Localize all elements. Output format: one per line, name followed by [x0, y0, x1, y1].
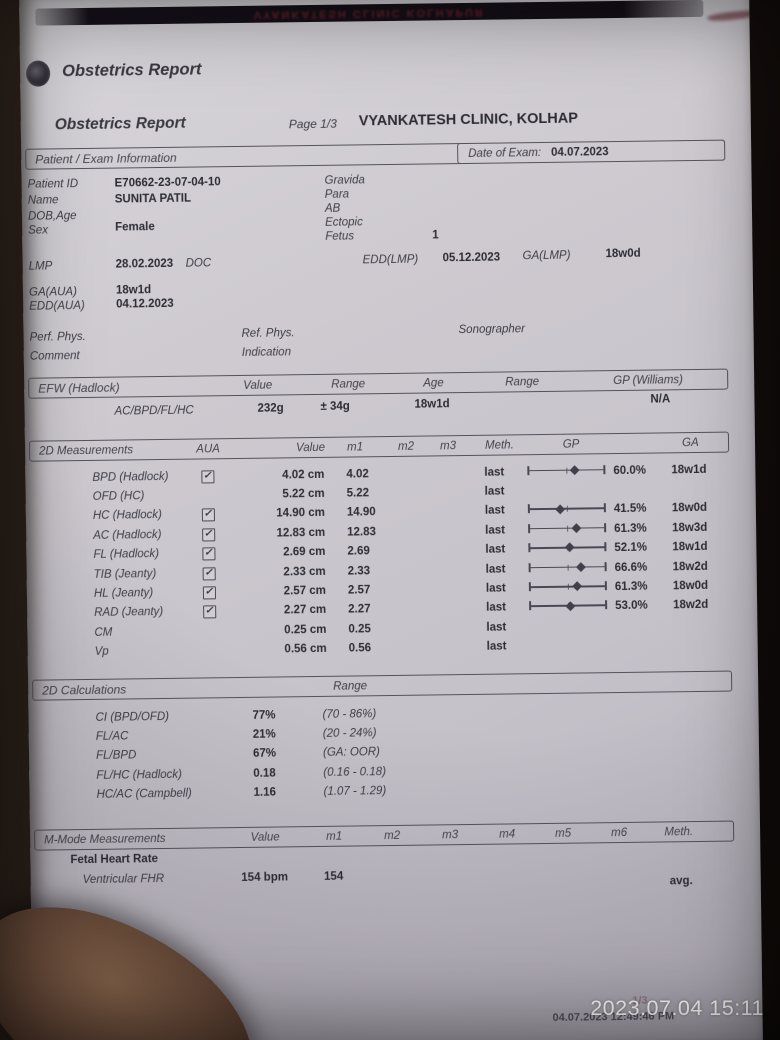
- aua-checkbox-checked: ✓: [202, 605, 216, 619]
- efw-age: 18w1d: [414, 398, 450, 411]
- indication-label: Indication: [241, 346, 292, 359]
- mmode-header: m1: [326, 830, 343, 843]
- field-label: Fetus: [325, 230, 355, 243]
- calc2d-range-header: Range: [333, 679, 368, 693]
- page-title: Obstetrics Report: [61, 60, 202, 81]
- paper: VYANKATESH CLINIC KOLHAPUR Obstetrics Re…: [19, 0, 763, 1040]
- date-of-exam-box: Date of Exam: 04.07.2023: [457, 139, 726, 165]
- doc-label: DOC: [185, 257, 212, 270]
- m2d-header: Meth.: [484, 438, 514, 452]
- efw-title: EFW (Hadlock): [38, 380, 120, 396]
- ga-lmp-label: GA(LMP): [522, 249, 571, 263]
- field-label: Sex: [28, 224, 49, 237]
- m2d-header-bar: 2D Measurements AUA Value m1 m2 m3 Meth.…: [28, 431, 730, 462]
- aua-checkbox-checked: ✓: [201, 508, 215, 522]
- mmode-header: m2: [384, 829, 401, 842]
- gp-percentile-bar: [527, 503, 606, 515]
- edd-aua-value: 04.12.2023: [116, 297, 174, 311]
- field-value: 1: [432, 229, 439, 242]
- mmode-header: m3: [442, 828, 459, 841]
- calc2d-header-bar: 2D Calculations Range: [32, 670, 733, 701]
- m2d-header: GA: [681, 436, 699, 449]
- efw-value: 232g: [257, 402, 284, 415]
- m2d-header: GP: [562, 438, 580, 451]
- m2d-header: m1: [346, 440, 364, 454]
- ref-phys-label: Ref. Phys.: [241, 327, 295, 340]
- m2d-header: AUA: [196, 442, 220, 456]
- efw-header: Range: [331, 377, 366, 391]
- mmode-header-bar: M-Mode Measurements Value m1 m2 m3 m4 m5…: [34, 820, 735, 851]
- report-subtitle: Obstetrics Report: [54, 114, 186, 134]
- aua-checkbox-checked: ✓: [202, 586, 216, 600]
- field-label: Gravida: [324, 174, 365, 187]
- patient-exam-section-title: Patient / Exam Information: [35, 150, 177, 167]
- mmode-header: m4: [499, 827, 516, 841]
- aua-checkbox-checked: ✓: [201, 528, 215, 542]
- mmode-header: m6: [611, 826, 628, 839]
- overlapping-page-edge: VYANKATESH CLINIC KOLHAPUR: [35, 0, 704, 26]
- date-of-exam-value: 04.07.2023: [550, 145, 609, 159]
- thumbnail-nail: [69, 926, 172, 1023]
- m2d-header: m2: [397, 440, 415, 453]
- mmode-header: Meth.: [664, 825, 694, 838]
- efw-row-label: AC/BPD/FL/HC: [114, 404, 194, 418]
- m2d-title: 2D Measurements: [38, 443, 134, 458]
- edd-lmp-value: 05.12.2023: [442, 251, 501, 265]
- aua-checkbox-checked: ✓: [202, 566, 216, 581]
- field-value: SUNITA PATIL: [114, 192, 192, 206]
- m2d-rows: BPD (Hadlock) ✓ 4.02 cm 4.02 last 60.0% …: [29, 460, 731, 663]
- field-value: E70662-23-07-04-10: [114, 176, 221, 190]
- field-label: AB: [324, 202, 341, 215]
- ga-lmp-value: 18w0d: [605, 247, 641, 261]
- mmode-group-label: Fetal Heart Rate: [70, 853, 159, 867]
- calc2d-title: 2D Calculations: [42, 681, 127, 698]
- page-number: Page 1/3: [288, 116, 337, 132]
- date-of-exam-label: Date of Exam:: [468, 146, 542, 160]
- efw-range: ± 34g: [320, 400, 350, 413]
- gp-percentile-bar: [528, 522, 607, 534]
- mmode-row: Ventricular FHR 154 bpm 154 avg.: [82, 870, 693, 888]
- efw-header-bar: EFW (Hadlock) Value Range Age Range GP (…: [28, 368, 729, 399]
- ga-aua-label: GA(AUA): [28, 286, 77, 299]
- edd-aua-label: EDD(AUA): [29, 299, 85, 313]
- m2d-header: Value: [295, 441, 326, 454]
- ga-aua-value: 18w1d: [115, 284, 152, 297]
- efw-header: Value: [243, 379, 273, 392]
- clinic-logo-icon: [25, 60, 51, 87]
- efw-header: Age: [423, 376, 444, 390]
- calc2d-rows: CI (BPD/OFD) 77% (70 - 86%) FL/AC 21% (2…: [32, 700, 733, 806]
- field-label: Name: [27, 194, 59, 207]
- patient-exam-section-bar: Patient / Exam Information Date of Exam:…: [25, 139, 726, 170]
- field-label: DOB,Age: [27, 210, 77, 223]
- gp-percentile-bar: [529, 600, 608, 612]
- top-strip-text: VYANKATESH CLINIC KOLHAPUR: [253, 5, 485, 21]
- aua-checkbox-checked: ✓: [200, 470, 215, 484]
- field-value: Female: [115, 221, 155, 234]
- edd-lmp-label: EDD(LMP): [362, 253, 419, 267]
- comment-label: Comment: [29, 350, 80, 363]
- efw-gp-williams: N/A: [650, 393, 671, 406]
- mmode-title: M-Mode Measurements: [44, 832, 166, 847]
- sonographer-label: Sonographer: [458, 323, 526, 337]
- red-ink-mark: [707, 8, 762, 23]
- field-label: Para: [324, 188, 350, 201]
- perf-phys-label: Perf. Phys.: [29, 330, 86, 344]
- gp-percentile-bar: [528, 580, 607, 592]
- mmode-header: Value: [250, 830, 280, 844]
- gp-percentile-bar: [528, 541, 607, 553]
- lmp-label: LMP: [28, 260, 53, 273]
- aua-checkbox-checked: ✓: [201, 547, 216, 561]
- gp-percentile-bar: [528, 561, 607, 573]
- field-label: Patient ID: [27, 178, 79, 191]
- gp-percentile-bar: [527, 464, 606, 476]
- field-label: Ectopic: [325, 216, 363, 229]
- mmode-header: m5: [555, 827, 572, 840]
- clinic-name: VYANKATESH CLINIC, KOLHAP: [358, 110, 579, 130]
- lmp-value: 28.02.2023: [115, 257, 174, 271]
- camera-timestamp: 2023.07.04 15:11: [590, 996, 764, 1020]
- efw-header: Range: [505, 375, 540, 388]
- efw-header: GP (Williams): [613, 373, 684, 387]
- m2d-header: m3: [439, 439, 457, 452]
